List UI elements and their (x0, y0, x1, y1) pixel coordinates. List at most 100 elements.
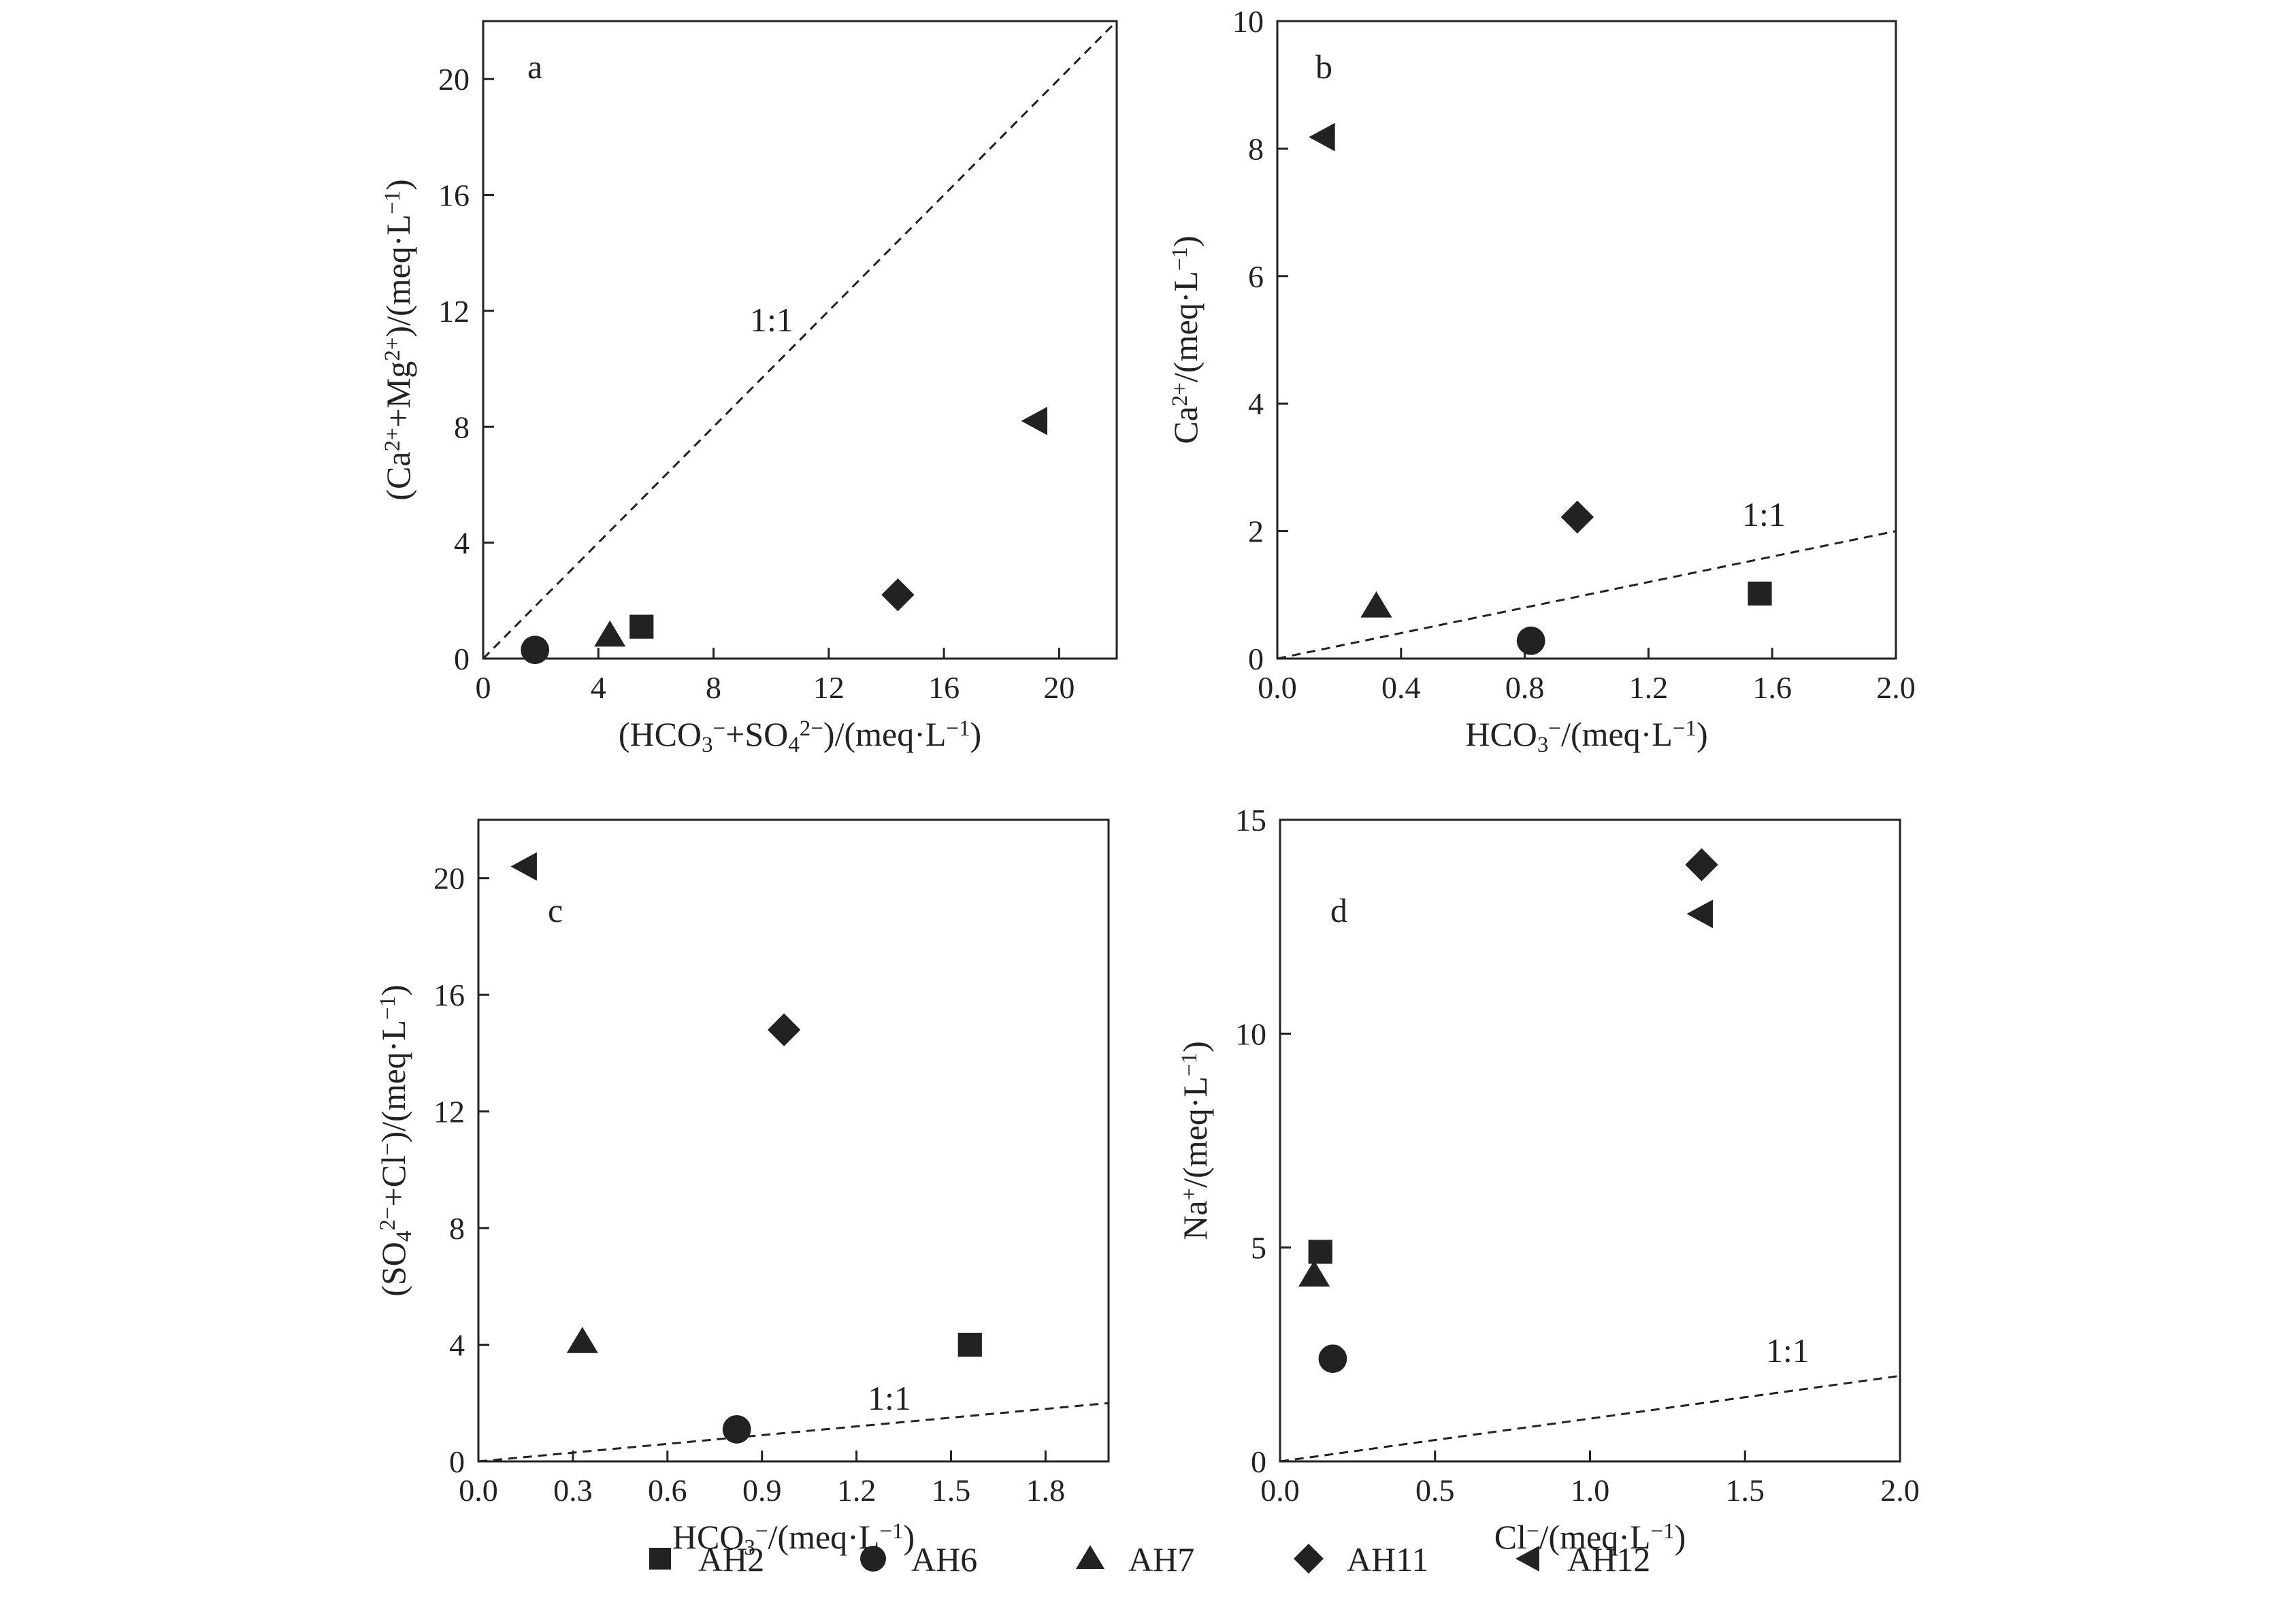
x-axis-label: HCO3−/(meq·L−1) (1465, 715, 1707, 757)
legend-item-ah11: AH11 (1294, 1540, 1428, 1578)
x-tick-label: 0.4 (1381, 670, 1421, 705)
legend-label: AH6 (911, 1540, 977, 1578)
y-tick-label: 4 (1248, 386, 1264, 421)
plot-frame (1276, 20, 1897, 660)
x-tick-label: 0.0 (1258, 670, 1297, 705)
panel-c: 0.0 0.3 0.6 0.9 1.2 1.5 1.8 0 4 8 12 16 20 1:1 c HCO3−/… (374, 818, 1110, 1560)
y-tick-label: 4 (449, 1328, 465, 1363)
reference-line-label: 1:1 (750, 301, 793, 339)
x-tick-label: 16 (928, 670, 960, 705)
point-ah7 (1298, 1260, 1330, 1287)
legend-marker-ah6 (860, 1546, 886, 1572)
point-ah11 (1685, 848, 1718, 882)
legend-marker-ah7 (1076, 1545, 1104, 1569)
point-ah6 (1318, 1344, 1347, 1374)
x-tick-label: 1.5 (1726, 1473, 1765, 1508)
legend-marker-ah11 (1294, 1544, 1324, 1574)
reference-line-label: 1:1 (1742, 495, 1786, 533)
y-tick-label: 16 (433, 978, 465, 1012)
x-tick-label: 0.0 (459, 1473, 498, 1508)
y-tick-label: 0 (454, 642, 470, 676)
reference-line-1-1 (1277, 530, 1897, 660)
y-tick-label: 12 (433, 1095, 465, 1129)
legend-item-ah6: AH6 (860, 1540, 977, 1578)
y-tick-label: 8 (1248, 131, 1264, 166)
y-tick-label: 10 (1235, 1016, 1266, 1051)
y-tick-label: 20 (438, 62, 470, 97)
point-ah6 (722, 1414, 751, 1444)
x-tick-label: 2.0 (1876, 670, 1916, 705)
panel-letter: d (1330, 891, 1347, 929)
reference-line-label: 1:1 (868, 1379, 911, 1417)
reference-line-label: 1:1 (1766, 1331, 1809, 1370)
x-tick-label: 0.6 (648, 1473, 687, 1508)
point-ah12 (1309, 122, 1335, 152)
x-tick-label: 1.0 (1571, 1473, 1610, 1508)
x-axis-label: HCO3−/(meq·L−1) (672, 1518, 915, 1560)
reference-line-1-1 (482, 20, 1118, 660)
y-axis-label: Na+/(meq·L−1) (1176, 1041, 1214, 1240)
point-ah7 (594, 620, 626, 647)
x-tick-label: 0.0 (1260, 1473, 1300, 1508)
y-tick-label: 0 (1251, 1444, 1266, 1479)
y-tick-label: 10 (1232, 4, 1264, 39)
point-ah12 (1686, 899, 1713, 929)
legend-item-ah12: AH12 (1516, 1540, 1650, 1578)
y-tick-label: 8 (454, 410, 470, 444)
x-tick-label: 1.5 (932, 1473, 971, 1508)
y-tick-label: 8 (449, 1211, 465, 1246)
panel-a: 0 4 8 12 16 20 0 4 8 12 16 20 1:1 a (HCO3−+SO42−)/(meq… (379, 20, 1118, 757)
x-tick-label: 0.5 (1415, 1473, 1455, 1508)
plot-frame (477, 818, 1110, 1463)
y-tick-label: 15 (1235, 803, 1266, 838)
point-ah11 (881, 578, 915, 612)
point-ah7 (1360, 591, 1392, 618)
legend-marker-ah12 (1516, 1546, 1539, 1572)
legend-item-ah7: AH7 (1076, 1540, 1194, 1578)
legend: AH2 AH6 AH7 AH11 AH12 (649, 1540, 1650, 1578)
y-tick-label: 20 (433, 861, 465, 896)
panel-letter: b (1315, 48, 1332, 86)
x-tick-label: 1.2 (1629, 670, 1669, 705)
x-tick-label: 8 (706, 670, 721, 705)
plot-frame (482, 20, 1118, 660)
reference-line-1-1 (1279, 1374, 1901, 1463)
y-axis-label: Ca2+/(meq·L−1) (1166, 235, 1205, 444)
x-tick-label: 1.8 (1026, 1473, 1066, 1508)
legend-marker-ah2 (649, 1548, 671, 1570)
panel-letter: a (527, 48, 542, 86)
legend-label: AH7 (1128, 1540, 1194, 1578)
panel-d: 0.0 0.5 1.0 1.5 2.0 0 5 10 15 1:1 d Cl−/(meq·L−1) Na… (1176, 803, 1920, 1556)
point-ah2 (957, 1332, 982, 1357)
legend-item-ah2: AH2 (649, 1540, 764, 1578)
x-tick-label: 0.3 (553, 1473, 593, 1508)
x-tick-label: 20 (1043, 670, 1075, 705)
point-ah7 (566, 1327, 598, 1353)
y-tick-label: 0 (449, 1444, 465, 1479)
panel-b: 0.0 0.4 0.8 1.2 1.6 2.0 0 2 4 6 8 10 1:1 b HCO3−/(meq·… (1166, 4, 1916, 757)
point-ah11 (767, 1013, 801, 1046)
y-axis-label: (SO42−+Cl−)/(meq·L−1) (374, 984, 416, 1297)
x-tick-label: 1.6 (1752, 670, 1792, 705)
y-axis-label: (Ca2++Mg2+)/(meq·L−1) (379, 179, 417, 500)
panel-letter: c (548, 891, 563, 929)
x-tick-label: 12 (813, 670, 845, 705)
x-tick-label: 0 (476, 670, 491, 705)
y-tick-label: 16 (438, 178, 470, 213)
y-tick-label: 6 (1248, 259, 1264, 294)
x-tick-label: 0.8 (1505, 670, 1545, 705)
x-tick-label: 2.0 (1880, 1473, 1920, 1508)
x-tick-label: 1.2 (837, 1473, 877, 1508)
y-tick-label: 4 (454, 526, 470, 561)
reference-line-1-1 (478, 1402, 1109, 1463)
point-ah6 (1516, 626, 1545, 655)
y-tick-label: 5 (1251, 1231, 1266, 1265)
x-tick-label: 4 (591, 670, 606, 705)
x-axis-label: Cl−/(meq·L−1) (1494, 1518, 1686, 1556)
x-axis-label: (HCO3−+SO42−)/(meq·L−1) (619, 715, 981, 757)
point-ah2 (1308, 1240, 1332, 1264)
y-tick-label: 12 (438, 294, 470, 329)
point-ah12 (1021, 406, 1048, 435)
x-tick-label: 0.9 (742, 1473, 782, 1508)
